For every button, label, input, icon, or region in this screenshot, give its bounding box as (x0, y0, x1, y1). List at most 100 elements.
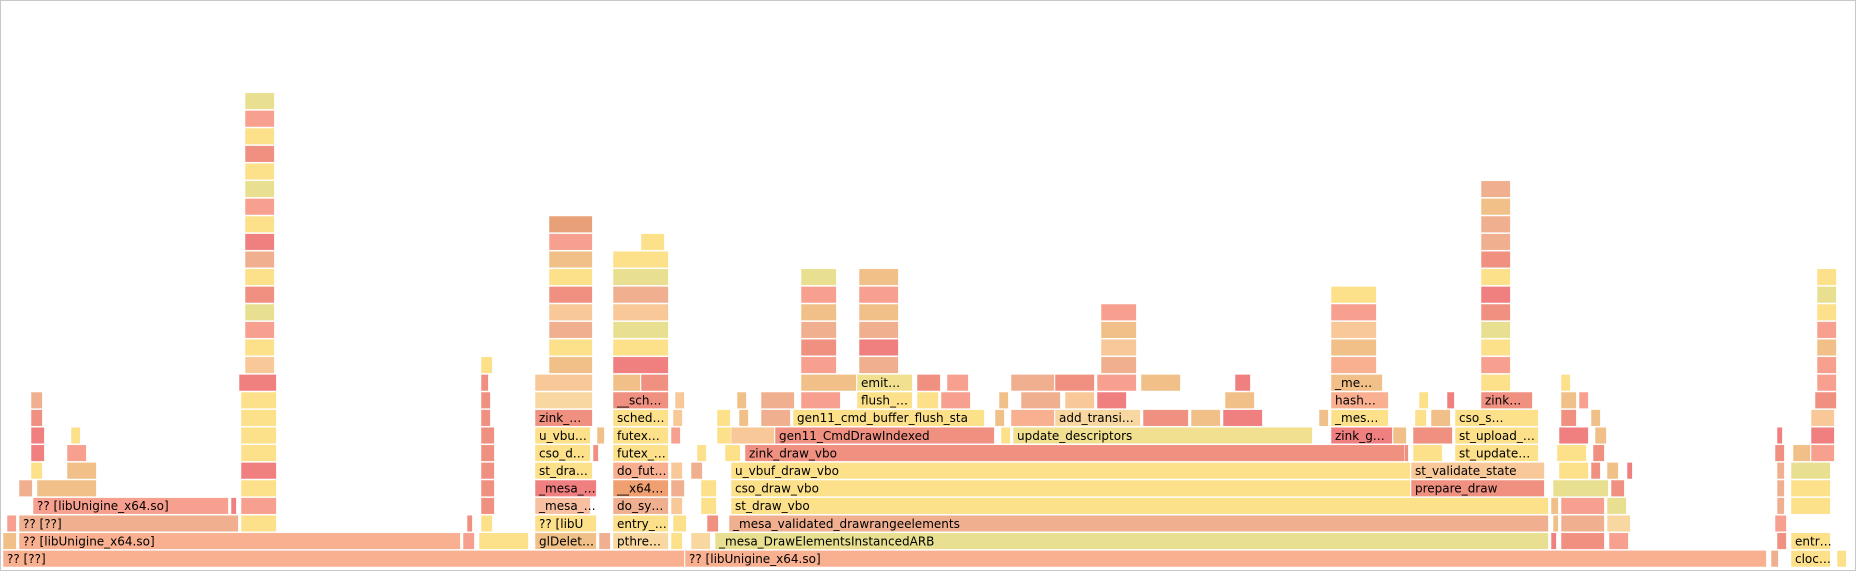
flame-frame[interactable]: gen11_cmd_buffer_flush_state (792, 409, 985, 427)
flame-frame-small[interactable] (548, 356, 593, 374)
flame-frame-small[interactable] (1330, 321, 1377, 339)
flame-frame-small[interactable] (70, 426, 81, 445)
flame-frame-small[interactable] (690, 532, 711, 550)
flame-frame-small[interactable] (800, 374, 857, 392)
flame-frame[interactable]: _mesa_validated_drawrangeelements (728, 514, 1549, 533)
flame-frame-small[interactable] (534, 391, 593, 409)
flame-frame[interactable]: st_draw (534, 462, 593, 480)
flame-frame-small[interactable] (670, 426, 681, 445)
flame-frame-small[interactable] (1392, 426, 1407, 445)
flame-frame[interactable]: ?? [??] (2, 550, 685, 568)
flame-frame-small[interactable] (230, 497, 237, 515)
flame-frame-small[interactable] (724, 444, 741, 462)
flame-frame[interactable]: futex (612, 426, 669, 445)
flame-frame-small[interactable] (596, 426, 605, 445)
flame-frame-small[interactable] (244, 233, 275, 251)
flame-frame-small[interactable] (1552, 479, 1609, 497)
flame-frame-small[interactable] (244, 303, 275, 321)
flame-frame-small[interactable] (480, 391, 491, 409)
flame-frame-small[interactable] (1816, 268, 1837, 286)
flame-frame-small[interactable] (1560, 514, 1605, 533)
flame-frame-small[interactable] (1556, 444, 1587, 462)
flame-frame-small[interactable] (244, 198, 275, 216)
flame-frame-small[interactable] (244, 268, 275, 286)
flame-frame-small[interactable] (1480, 338, 1511, 357)
flame-frame-small[interactable] (946, 374, 969, 392)
flame-frame-small[interactable] (612, 286, 669, 304)
flame-frame-small[interactable] (244, 92, 275, 110)
flame-frame-small[interactable] (30, 444, 45, 462)
flame-frame-small[interactable] (548, 321, 593, 339)
flame-frame-small[interactable] (1590, 409, 1601, 427)
flame-frame-small[interactable] (1550, 497, 1559, 515)
flame-frame-small[interactable] (6, 514, 17, 533)
flame-frame-small[interactable] (916, 374, 941, 392)
flame-frame-small[interactable] (480, 497, 495, 515)
flame-frame-small[interactable] (1480, 303, 1511, 321)
flame-frame-small[interactable] (1330, 356, 1377, 374)
flame-frame-small[interactable] (1318, 409, 1329, 427)
flame-frame[interactable]: st_draw_vbo (730, 497, 1549, 515)
flame-frame-small[interactable] (1020, 391, 1061, 409)
flame-frame-small[interactable] (1816, 286, 1837, 304)
flame-frame[interactable]: cso_draw_vbo (730, 479, 1411, 497)
flame-frame[interactable]: prepare_draw (1410, 479, 1545, 497)
flame-frame-small[interactable] (672, 514, 687, 533)
flame-frame-small[interactable] (670, 497, 683, 515)
flame-frame-small[interactable] (548, 250, 593, 269)
flame-frame-small[interactable] (1816, 321, 1837, 339)
flame-frame-small[interactable] (480, 514, 493, 533)
flame-frame-small[interactable] (1412, 444, 1443, 462)
flame-frame-small[interactable] (1776, 462, 1785, 480)
flame-frame-small[interactable] (706, 514, 719, 533)
flame-frame-small[interactable] (240, 462, 277, 480)
flame-frame-small[interactable] (240, 409, 277, 427)
flame-frame-small[interactable] (534, 374, 593, 392)
flame-frame[interactable]: cloc (1790, 550, 1831, 568)
flame-frame[interactable]: cso_draw (534, 444, 591, 462)
flame-frame-small[interactable] (244, 250, 275, 269)
flame-frame-small[interactable] (716, 426, 733, 445)
flame-frame-small[interactable] (480, 479, 495, 497)
flame-frame-small[interactable] (1064, 391, 1095, 409)
flame-frame-small[interactable] (800, 268, 837, 286)
flame-frame-small[interactable] (1480, 180, 1511, 198)
flame-frame-small[interactable] (244, 215, 275, 233)
flame-frame[interactable]: update_descriptors (1012, 426, 1313, 445)
flame-frame-small[interactable] (738, 409, 749, 427)
flame-frame-small[interactable] (736, 391, 747, 409)
flame-frame[interactable]: add_transition (1054, 409, 1141, 427)
flame-frame-small[interactable] (244, 338, 275, 357)
flame-frame-small[interactable] (480, 409, 491, 427)
flame-frame-small[interactable] (1770, 550, 1779, 568)
flame-frame-small[interactable] (800, 338, 837, 357)
flame-frame-small[interactable] (480, 462, 495, 480)
flame-frame-small[interactable] (1010, 409, 1055, 427)
flame-frame-small[interactable] (612, 321, 669, 339)
flame-frame-small[interactable] (858, 286, 899, 304)
flame-frame-small[interactable] (800, 321, 837, 339)
flame-frame-small[interactable] (1792, 444, 1811, 462)
flame-frame-small[interactable] (1234, 374, 1251, 392)
flame-frame-small[interactable] (1606, 497, 1627, 515)
flame-frame-small[interactable] (1418, 391, 1429, 409)
flame-frame[interactable]: zink (534, 409, 593, 427)
flame-frame[interactable]: st_validate_state (1410, 462, 1545, 480)
flame-frame-small[interactable] (244, 127, 275, 145)
flame-frame-small[interactable] (670, 479, 685, 497)
flame-frame-small[interactable] (1480, 198, 1511, 216)
flame-frame-small[interactable] (548, 268, 593, 286)
flame-frame-small[interactable] (858, 356, 899, 374)
flame-frame-small[interactable] (1790, 462, 1831, 480)
flame-frame-small[interactable] (1142, 409, 1189, 427)
flame-frame[interactable]: _mesa_DrawElementsInstancedARB (714, 532, 1549, 550)
flame-frame-small[interactable] (240, 514, 277, 533)
flame-frame-small[interactable] (244, 356, 275, 374)
flame-frame[interactable]: entry_SYSCALL (1790, 532, 1831, 550)
flame-frame-small[interactable] (1816, 374, 1837, 392)
flame-frame-small[interactable] (30, 426, 45, 445)
flame-frame-small[interactable] (1550, 532, 1557, 550)
flame-frame-small[interactable] (1608, 532, 1629, 550)
flame-frame[interactable]: zink (1480, 391, 1533, 409)
flame-frame[interactable]: do_syscall (612, 497, 669, 515)
